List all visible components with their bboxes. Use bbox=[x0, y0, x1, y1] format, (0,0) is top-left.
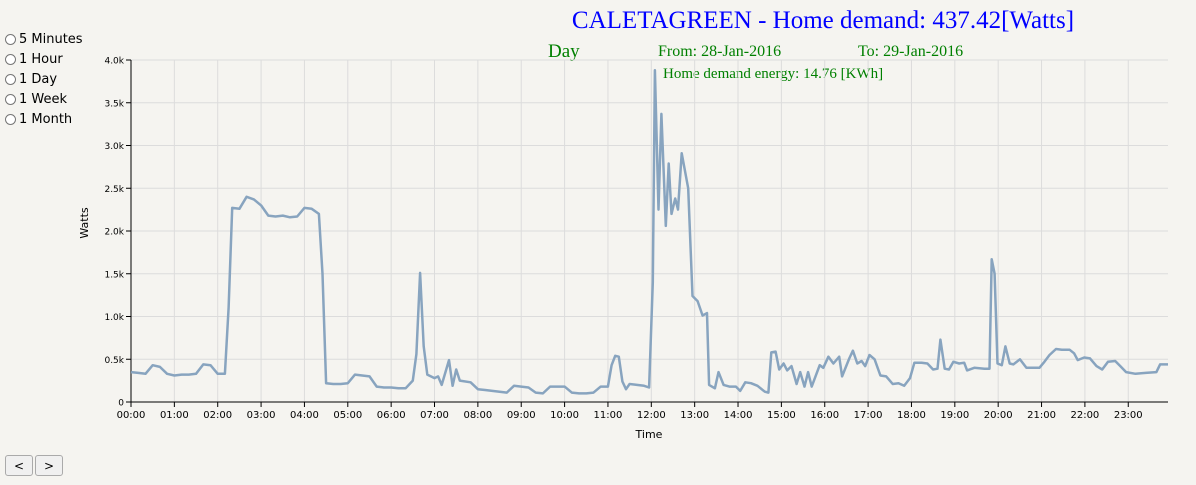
to-date: To: 29-Jan-2016 bbox=[858, 43, 963, 60]
x-tick-label: 19:00 bbox=[940, 410, 969, 421]
x-tick-label: 00:00 bbox=[117, 410, 146, 421]
range-option[interactable]: 1 Hour bbox=[4, 49, 83, 69]
y-tick-label: 0 bbox=[118, 399, 124, 409]
x-tick-label: 11:00 bbox=[594, 410, 623, 421]
x-tick-label: 10:00 bbox=[550, 410, 579, 421]
y-tick-label: 2.5k bbox=[104, 185, 124, 195]
x-tick-label: 15:00 bbox=[767, 410, 796, 421]
x-tick-label: 09:00 bbox=[507, 410, 536, 421]
x-tick-label: 20:00 bbox=[984, 410, 1013, 421]
x-tick-label: 06:00 bbox=[377, 410, 406, 421]
range-label: 5 Minutes bbox=[19, 31, 83, 47]
x-tick-label: 03:00 bbox=[247, 410, 276, 421]
navigation: < > bbox=[5, 455, 63, 476]
x-axis-label: Time bbox=[635, 428, 663, 441]
period: Day bbox=[548, 41, 580, 62]
x-tick-label: 07:00 bbox=[420, 410, 449, 421]
prev-button[interactable]: < bbox=[5, 455, 33, 476]
chart-title: CALETAGREEN - Home demand: 437.42[Watts] bbox=[572, 7, 1074, 34]
y-tick-label: 3.5k bbox=[104, 99, 124, 109]
radio-button[interactable] bbox=[5, 53, 16, 65]
range-option[interactable]: 1 Month bbox=[4, 109, 83, 129]
radio-button[interactable] bbox=[5, 113, 16, 125]
x-tick-label: 08:00 bbox=[463, 410, 492, 421]
radio-button[interactable] bbox=[5, 93, 16, 105]
x-tick-label: 17:00 bbox=[854, 410, 883, 421]
y-tick-label: 3.0k bbox=[104, 142, 124, 152]
y-axis-label: Watts bbox=[78, 207, 91, 239]
x-tick-label: 04:00 bbox=[290, 410, 319, 421]
x-tick-label: 01:00 bbox=[160, 410, 189, 421]
y-tick-label: 4.0k bbox=[104, 57, 124, 67]
x-tick-label: 13:00 bbox=[680, 410, 709, 421]
x-tick-label: 18:00 bbox=[897, 410, 926, 421]
x-tick-label: 05:00 bbox=[333, 410, 362, 421]
x-tick-label: 02:00 bbox=[203, 410, 232, 421]
x-tick-label: 21:00 bbox=[1027, 410, 1056, 421]
range-label: 1 Month bbox=[19, 111, 73, 127]
range-option[interactable]: 1 Week bbox=[4, 89, 83, 109]
next-button[interactable]: > bbox=[35, 455, 63, 476]
range-label: 1 Hour bbox=[19, 51, 63, 67]
range-option[interactable]: 5 Minutes bbox=[4, 29, 83, 49]
data-line bbox=[130, 69, 1168, 395]
range-label: 1 Week bbox=[19, 91, 68, 107]
y-tick-label: 0.5k bbox=[104, 356, 124, 366]
from-date: From: 28-Jan-2016 bbox=[658, 43, 781, 60]
y-tick-label: 2.0k bbox=[104, 228, 124, 238]
y-tick-label: 1.5k bbox=[104, 270, 124, 280]
annotation: Home demand energy: 14.76 [KWh] bbox=[663, 66, 883, 82]
range-option[interactable]: 1 Day bbox=[4, 69, 83, 89]
radio-button[interactable] bbox=[5, 33, 16, 45]
range-options: 5 Minutes 1 Hour 1 Day 1 Week 1 Month bbox=[4, 29, 83, 129]
x-tick-label: 12:00 bbox=[637, 410, 666, 421]
radio-button[interactable] bbox=[5, 73, 16, 85]
x-tick-label: 23:00 bbox=[1114, 410, 1143, 421]
x-tick-label: 22:00 bbox=[1070, 410, 1099, 421]
range-label: 1 Day bbox=[19, 71, 58, 87]
x-tick-label: 16:00 bbox=[810, 410, 839, 421]
x-tick-label: 14:00 bbox=[724, 410, 753, 421]
y-tick-label: 1.0k bbox=[104, 313, 124, 323]
